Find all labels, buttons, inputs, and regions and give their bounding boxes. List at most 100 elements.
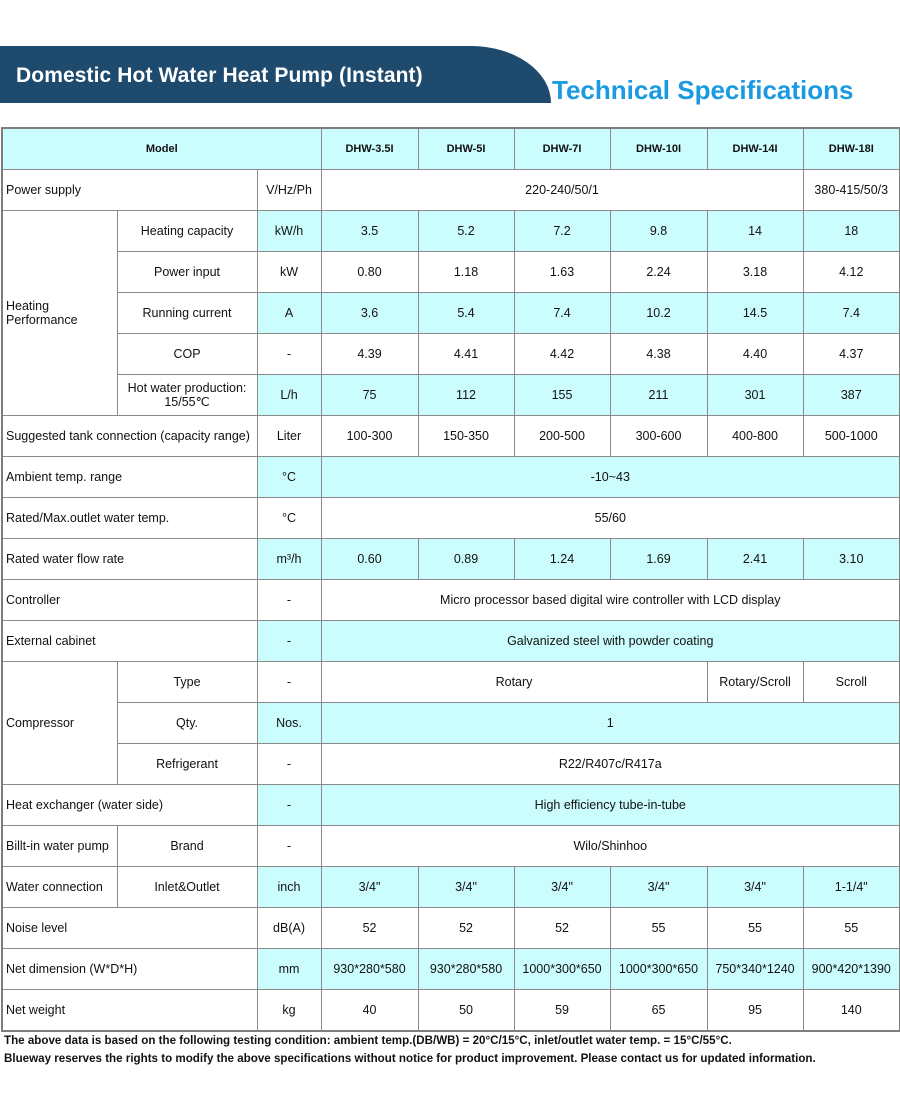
row-sublabel: Brand xyxy=(116,825,258,867)
row-label: External cabinet xyxy=(1,620,258,662)
value-cell: 3/4" xyxy=(320,866,419,908)
value-cell: 50 xyxy=(417,989,515,1032)
row-sublabel: Power input xyxy=(116,251,258,293)
value-cell: 52 xyxy=(513,907,611,949)
value-cell: 2.41 xyxy=(706,538,804,580)
value-cell: 7.4 xyxy=(513,292,611,334)
value-cell: Wilo/Shinhoo xyxy=(320,825,900,867)
row-unit: - xyxy=(256,333,322,375)
row-unit: mm xyxy=(256,948,322,990)
row-sublabel: Refrigerant xyxy=(116,743,258,785)
value-cell: 3/4" xyxy=(706,866,804,908)
row-label: Net weight xyxy=(1,989,258,1032)
table-row: Heating Performance Heating capacity kW/h 3… xyxy=(1,210,900,416)
table-row: Ambient temp. range °C -10~43 xyxy=(1,456,900,498)
value-cell: High efficiency tube-in-tube xyxy=(320,784,900,826)
row-unit: A xyxy=(256,292,322,334)
model-name: DHW-14I xyxy=(706,127,804,170)
row-sublabel: Type xyxy=(116,661,258,703)
value-cell: 4.39 xyxy=(320,333,419,375)
value-cell: 900*420*1390 xyxy=(802,948,900,990)
table-row: Rated/Max.outlet water temp. °C 55/60 xyxy=(1,497,900,539)
value-cell: 10.2 xyxy=(609,292,708,334)
row-label: Heat exchanger (water side) xyxy=(1,784,258,826)
value-cell: 55 xyxy=(802,907,900,949)
row-label: Heating Performance xyxy=(1,210,118,416)
value-cell: 100-300 xyxy=(320,415,419,457)
value-cell: 500-1000 xyxy=(802,415,900,457)
table-row: Net dimension (W*D*H) mm 930*280*580 930*28… xyxy=(1,948,900,990)
table-row: COP -4.39 4.41 4.42 4.38 4.40 4.37 xyxy=(2,333,900,375)
model-name: DHW-3.5I xyxy=(320,127,419,170)
row-unit: °C xyxy=(256,456,322,498)
row-unit: kW xyxy=(256,251,322,293)
row-unit: Nos. xyxy=(256,702,322,744)
value-cell: 3.6 xyxy=(320,292,419,334)
row-label: Rated/Max.outlet water temp. xyxy=(1,497,258,539)
table-row: Noise level dB(A) 52 52 52 55 55 55 xyxy=(1,907,900,949)
table-row: Refrigerant - R22/R407c/R417a xyxy=(2,743,900,785)
row-label: Net dimension (W*D*H) xyxy=(1,948,258,990)
value-cell: 55 xyxy=(609,907,708,949)
value-cell: Rotary xyxy=(320,661,708,703)
row-sublabel: Heating capacity xyxy=(116,210,258,252)
row-label: Rated water flow rate xyxy=(1,538,258,580)
value-cell: 4.38 xyxy=(609,333,708,375)
value-cell: 400-800 xyxy=(706,415,804,457)
row-unit: kW/h xyxy=(256,210,322,252)
row-label: Controller xyxy=(1,579,258,621)
row-label: Power supply xyxy=(1,169,258,211)
value-cell: 9.8 xyxy=(609,210,708,252)
value-cell: 3/4" xyxy=(609,866,708,908)
table-row: Power input kW 0.80 1.18 1.63 2.24 3.18 4.12 xyxy=(2,251,900,293)
value-cell: 155 xyxy=(513,374,611,416)
row-sublabel: Qty. xyxy=(116,702,258,744)
row-unit: Liter xyxy=(256,415,322,457)
value-cell: 0.80 xyxy=(320,251,419,293)
value-cell: 55/60 xyxy=(320,497,900,539)
value-cell: 4.40 xyxy=(706,333,804,375)
page-subtitle: Technical Specifications xyxy=(552,75,854,105)
value-cell: 14 xyxy=(706,210,804,252)
value-cell: 7.2 xyxy=(513,210,611,252)
footnote-testing-condition: The above data is based on the following… xyxy=(4,1034,732,1047)
model-name: DHW-10I xyxy=(609,127,708,170)
model-header: Model xyxy=(1,127,322,170)
row-label: Billt-in water pump xyxy=(1,825,118,867)
value-cell: 3.5 xyxy=(320,210,419,252)
value-cell: 112 xyxy=(417,374,515,416)
value-cell: 1000*300*650 xyxy=(609,948,708,990)
value-cell: 3/4" xyxy=(417,866,515,908)
value-cell: 4.41 xyxy=(417,333,515,375)
row-sublabel: Inlet&Outlet xyxy=(116,866,258,908)
value-cell: Rotary/Scroll xyxy=(706,661,804,703)
value-cell: 140 xyxy=(802,989,900,1032)
value-cell: Scroll xyxy=(802,661,900,703)
row-label: Water connection xyxy=(1,866,118,908)
value-cell: 930*280*580 xyxy=(417,948,515,990)
value-cell: 40 xyxy=(320,989,419,1032)
value-cell: 65 xyxy=(609,989,708,1032)
row-unit: - xyxy=(256,784,322,826)
table-row: Water connection Inlet&Outlet inch 3/4" 3/4"… xyxy=(1,866,900,908)
value-cell: 387 xyxy=(802,374,900,416)
row-unit: - xyxy=(256,579,322,621)
row-unit: - xyxy=(256,825,322,867)
value-cell: 1.24 xyxy=(513,538,611,580)
table-row: Net weight kg 40 50 59 65 95 140 xyxy=(1,989,900,1032)
spec-table: Model DHW-3.5I DHW-5I DHW-7I DHW-10I DHW-14I D… xyxy=(1,127,900,1032)
value-cell: 200-500 xyxy=(513,415,611,457)
table-row: Suggested tank connection (capacity rang… xyxy=(1,415,900,457)
row-sublabel: COP xyxy=(116,333,258,375)
model-name: DHW-5I xyxy=(417,127,515,170)
row-unit: dB(A) xyxy=(256,907,322,949)
row-label: Suggested tank connection (capacity rang… xyxy=(1,415,258,457)
table-row: Compressor Type - Rotary Rotary/Scroll Scroll xyxy=(1,661,900,785)
value-cell: 1-1/4" xyxy=(802,866,900,908)
table-row: Heat exchanger (water side) - High efficie… xyxy=(1,784,900,826)
value-cell: 2.24 xyxy=(609,251,708,293)
model-name: DHW-7I xyxy=(513,127,611,170)
value-cell: 4.42 xyxy=(513,333,611,375)
value-cell: 14.5 xyxy=(706,292,804,334)
header-row: Model DHW-3.5I DHW-5I DHW-7I DHW-10I DHW-14I D… xyxy=(1,127,900,170)
